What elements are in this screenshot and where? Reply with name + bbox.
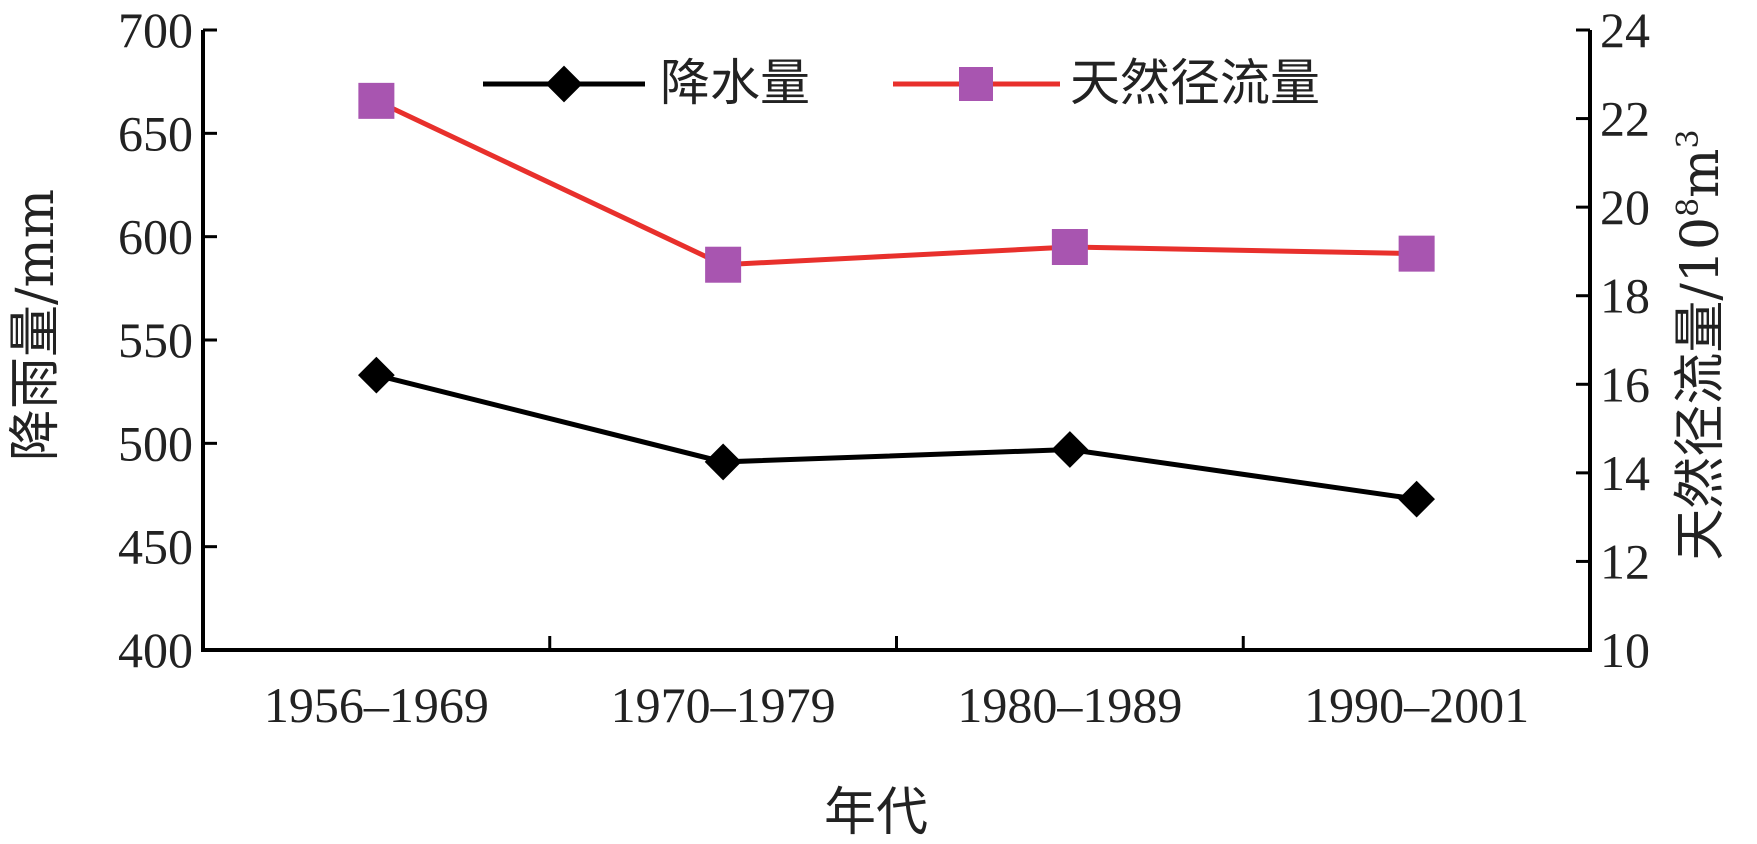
left-tick-label: 550 (118, 312, 193, 368)
right-tick-label: 22 (1600, 91, 1650, 147)
right-axis-title: 天然径流量/108m3 (1671, 129, 1731, 560)
x-axis-title: 年代 (824, 783, 928, 843)
left-tick-label: 700 (118, 2, 193, 58)
x-tick-label: 1956–1969 (264, 677, 489, 733)
left-axis-title: 降雨量/mm (6, 189, 66, 461)
right-tick-label: 16 (1600, 356, 1650, 412)
right-axis-title-main: 天然径流量/10 (1671, 217, 1731, 561)
right-tick-label: 12 (1600, 533, 1650, 589)
legend-marker-runoff (959, 67, 993, 101)
left-tick-label: 600 (118, 209, 193, 265)
legend-marker-rainfall (545, 65, 583, 103)
x-tick-label: 1990–2001 (1304, 677, 1529, 733)
data-point-diamond (704, 443, 742, 481)
plot-frame (201, 30, 1592, 652)
right-tick-label: 10 (1600, 622, 1650, 678)
data-point-diamond (357, 356, 395, 394)
series-line (375, 372, 1417, 502)
data-point-diamond (1051, 431, 1089, 468)
right-tick-label: 18 (1600, 268, 1650, 324)
data-point-square (358, 82, 395, 119)
legend-item-rainfall: 降水量 (483, 54, 810, 112)
x-tick-label: 1980–1989 (957, 677, 1182, 733)
series-rainfall (357, 356, 1436, 518)
series-line (375, 98, 1417, 268)
right-axis-title-sup-1: 8 (1671, 198, 1706, 217)
right-tick-label: 24 (1600, 2, 1650, 58)
right-tick-label: 14 (1600, 445, 1650, 501)
series-layer (357, 82, 1436, 518)
left-tick-label: 450 (118, 519, 193, 575)
legend: 降水量 天然径流量 (483, 54, 1320, 112)
data-point-square (1051, 229, 1088, 265)
legend-label-rainfall: 降水量 (660, 54, 810, 112)
left-tick-label: 500 (118, 415, 193, 471)
x-tick-label: 1970–1979 (611, 677, 836, 733)
data-point-diamond (1398, 480, 1436, 518)
legend-label-runoff: 天然径流量 (1070, 54, 1320, 112)
left-tick-label: 650 (118, 105, 193, 161)
right-axis-ticks: 10 12 14 16 18 20 22 24 (1576, 2, 1650, 678)
right-tick-label: 20 (1600, 179, 1650, 235)
right-axis-title-mid: m (1671, 148, 1731, 197)
x-axis-ticks: 1956–1969 1970–1979 1980–1989 1990–2001 (264, 636, 1529, 733)
left-axis-ticks: 400 450 500 550 600 650 700 (118, 2, 217, 678)
series-runoff (358, 82, 1435, 283)
data-point-square (1398, 235, 1435, 272)
data-point-square (705, 246, 742, 283)
left-tick-label: 400 (118, 622, 193, 678)
legend-item-runoff: 天然径流量 (893, 54, 1320, 112)
right-axis-title-sup-2: 3 (1671, 129, 1706, 148)
